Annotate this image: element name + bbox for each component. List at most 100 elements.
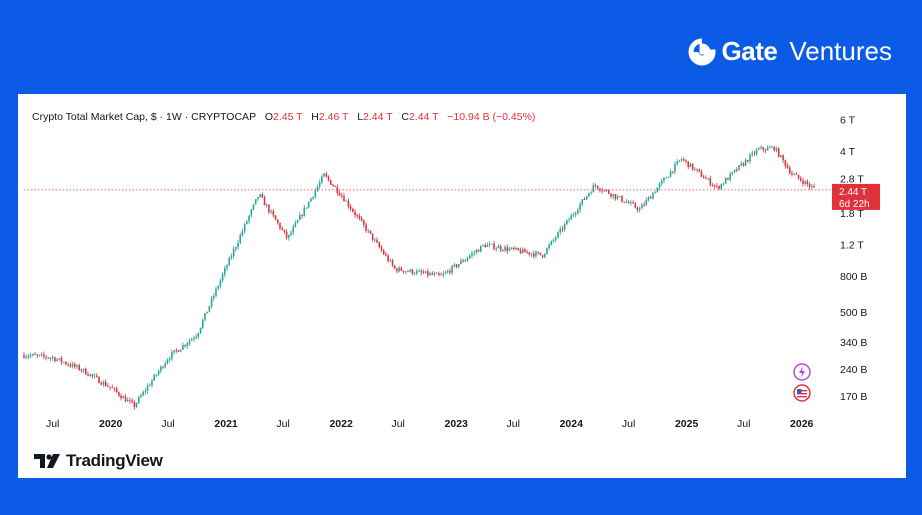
candle-body <box>354 211 356 216</box>
candle-body <box>508 248 511 251</box>
candle-body <box>151 380 153 386</box>
candle-body <box>603 189 606 191</box>
candle-body <box>588 193 590 197</box>
candle-body <box>129 400 131 401</box>
candle-body <box>477 250 480 252</box>
candle-body <box>521 249 524 254</box>
candle-body <box>210 298 213 307</box>
candle-body <box>473 252 475 254</box>
candle-body <box>199 327 202 334</box>
candle-body <box>621 196 623 202</box>
candle-body <box>393 265 396 269</box>
candle-body <box>440 274 442 276</box>
candle-body <box>45 356 47 358</box>
last-price-countdown: 6d 22h <box>839 199 870 210</box>
candle-body <box>162 366 164 368</box>
candle-body <box>58 358 61 360</box>
candle-body <box>292 226 295 233</box>
candle-body <box>25 356 28 358</box>
candle-body <box>221 274 224 281</box>
candle-body <box>363 220 365 225</box>
candle-body <box>766 147 769 151</box>
close-value: 2.44 T <box>408 111 439 123</box>
lightning-icon[interactable] <box>793 363 811 381</box>
candle-body <box>301 214 303 216</box>
candle-body <box>133 402 136 407</box>
candle-body <box>201 320 204 328</box>
gate-logo-icon <box>688 38 716 65</box>
candle-body <box>700 171 703 177</box>
candle-body <box>252 204 255 210</box>
candle-body <box>537 252 539 253</box>
candle-body <box>217 286 219 289</box>
candle-body <box>535 252 537 257</box>
candle-body <box>594 185 597 186</box>
candle-body <box>769 147 771 149</box>
candle-body <box>285 231 288 238</box>
high-value: 2.46 T <box>318 111 349 123</box>
candle-body <box>82 368 85 371</box>
candle-body <box>290 232 292 235</box>
candle-body <box>283 229 286 232</box>
candle-body <box>360 218 363 221</box>
candle-body <box>318 182 321 187</box>
candle-body <box>239 234 242 243</box>
candle-body <box>274 215 277 220</box>
candle-body <box>71 363 74 367</box>
candle-body <box>184 344 186 346</box>
candle-body <box>543 253 546 258</box>
chart-panel: Crypto Total Market Cap, $ · 1W · CRYPTO… <box>18 94 906 478</box>
candle-body <box>738 165 740 171</box>
candle-body <box>135 402 138 407</box>
candle-body <box>599 188 601 191</box>
candle-body <box>747 159 749 162</box>
candle-body <box>563 224 566 230</box>
x-axis-tick-label: 2020 <box>99 418 123 430</box>
candle-body <box>398 267 400 272</box>
x-axis-tick-label: 2024 <box>560 418 584 430</box>
candle-body <box>795 174 798 176</box>
candle-body <box>755 149 758 154</box>
candle-body <box>332 184 334 186</box>
x-axis-tick-label: Jul <box>161 418 174 430</box>
candle-body <box>502 249 504 251</box>
candle-body <box>246 221 248 224</box>
candle-body <box>519 250 522 254</box>
candle-body <box>607 190 610 194</box>
candle-body <box>691 163 694 170</box>
candle-body <box>402 270 405 273</box>
candle-body <box>499 246 502 250</box>
candle-body <box>235 247 237 250</box>
x-axis-tick-label: Jul <box>276 418 289 430</box>
candle-body <box>462 260 464 262</box>
candle-body <box>627 202 630 204</box>
candle-body <box>581 199 584 205</box>
candle-body <box>771 146 773 148</box>
candle-body <box>431 273 434 275</box>
candle-body <box>751 152 754 155</box>
candle-body <box>140 395 142 398</box>
tradingview-branding[interactable]: TradingView <box>34 451 163 471</box>
candle-body <box>23 354 25 358</box>
candle-body <box>294 222 297 227</box>
candle-body <box>265 204 268 206</box>
candle-body <box>457 264 460 267</box>
candle-body <box>148 385 151 387</box>
candle-body <box>263 197 266 206</box>
candle-body <box>67 364 69 366</box>
candle-body <box>718 186 720 189</box>
candle-body <box>643 204 645 206</box>
candle-body <box>614 194 617 199</box>
y-axis-tick-label: 1.8 T <box>840 208 864 220</box>
candle-body <box>111 387 114 389</box>
candlestick-chart[interactable]: 6 T 4 T 2.8 T 1.8 T 1.2 T 800 B 500 B 340 B 240 … <box>18 94 906 478</box>
candle-body <box>107 385 109 387</box>
candle-body <box>268 204 270 213</box>
candle-body <box>674 163 676 172</box>
y-axis-tick-label: 240 B <box>840 364 867 376</box>
us-flag-icon[interactable] <box>793 384 811 402</box>
candle-body <box>632 202 634 204</box>
x-axis-tick-label: 2022 <box>329 418 353 430</box>
candle-body <box>334 185 336 187</box>
candle-body <box>168 358 171 360</box>
